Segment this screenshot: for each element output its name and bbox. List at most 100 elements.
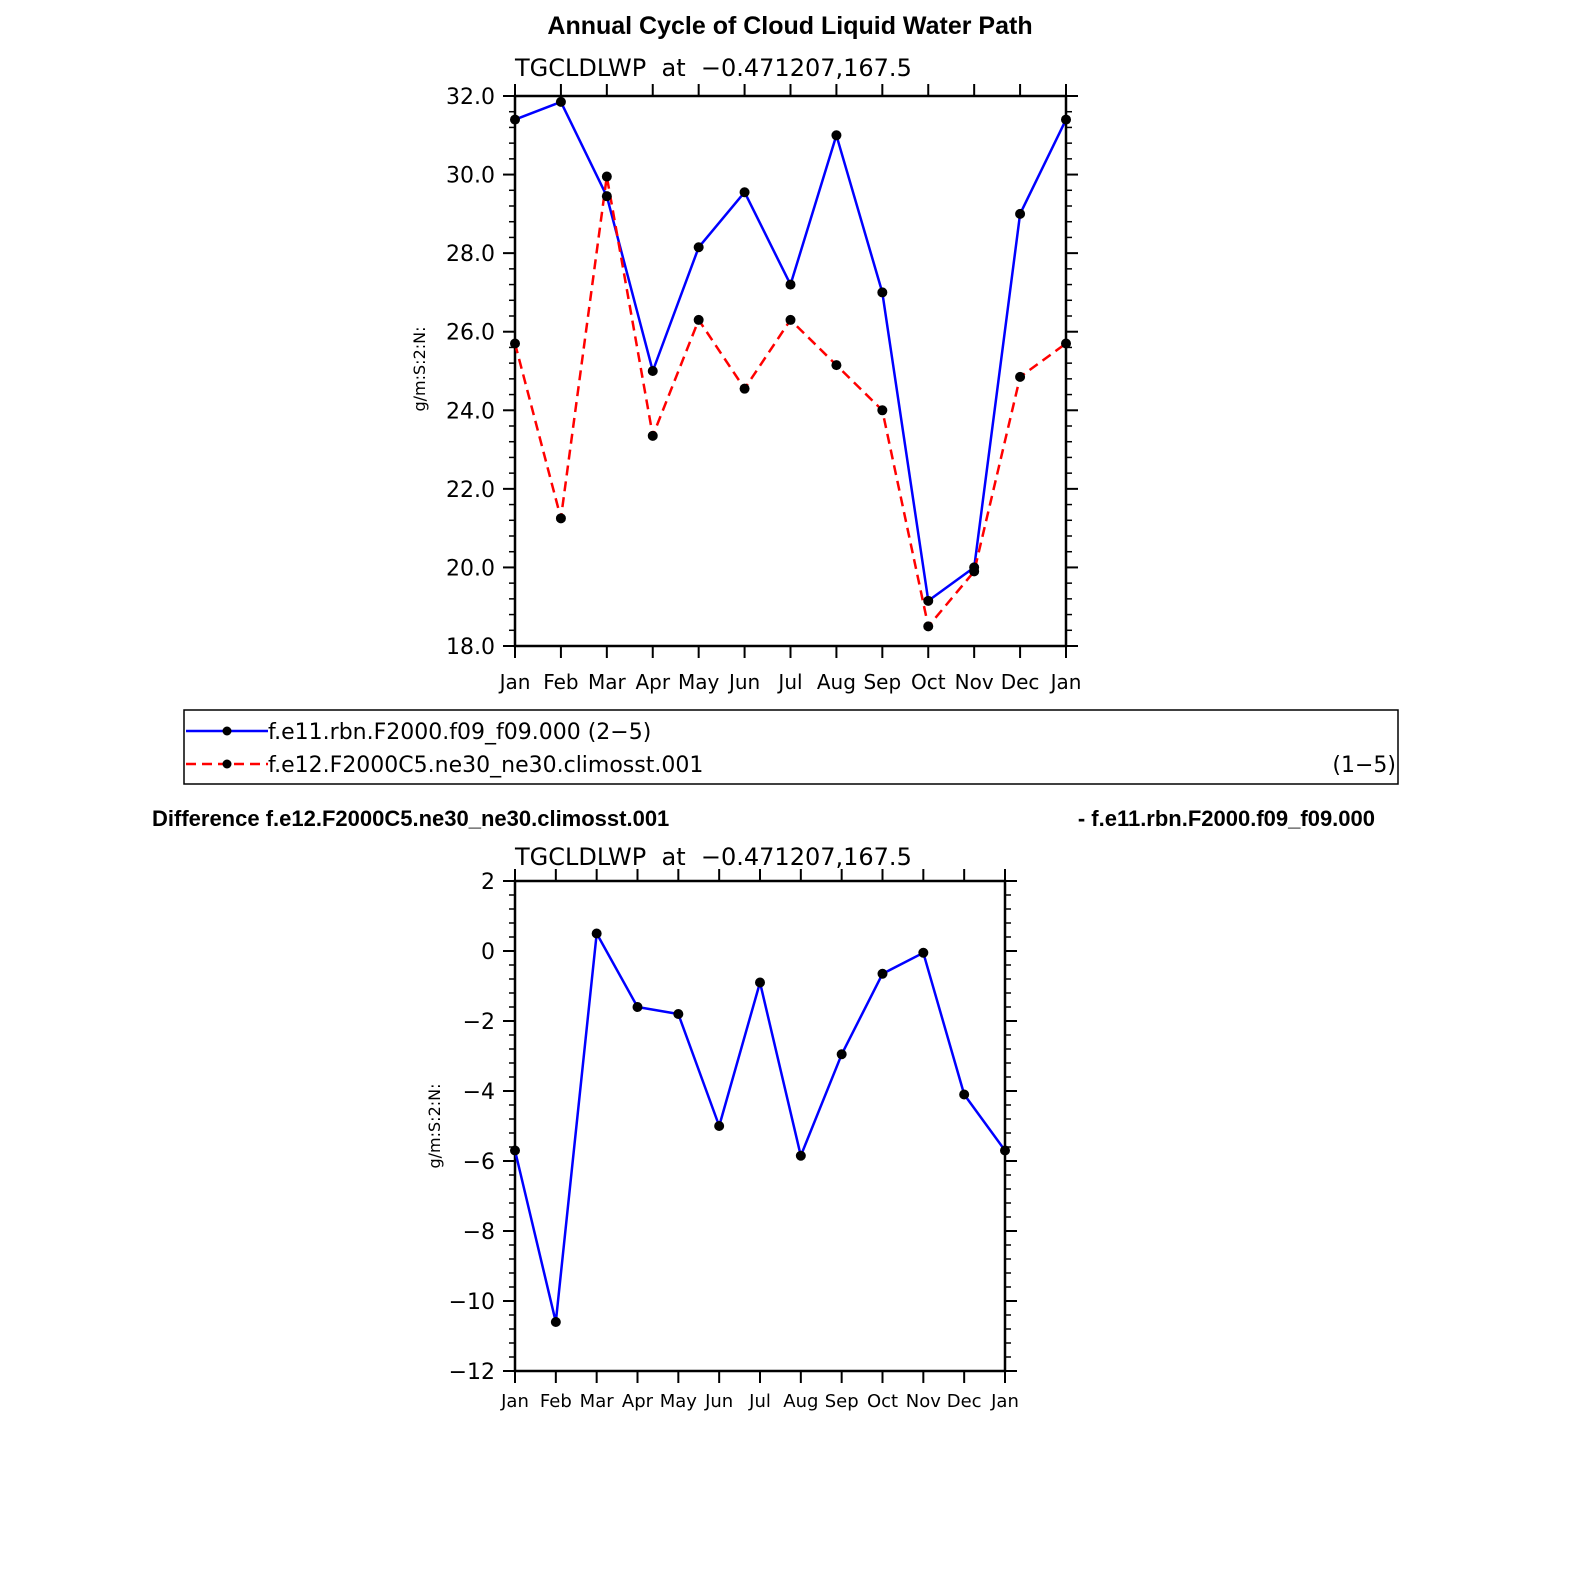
x-tick-label: Jan (1049, 670, 1082, 694)
data-point (877, 287, 888, 298)
legend-box (183, 709, 1399, 785)
data-point (877, 405, 888, 416)
data-point (739, 383, 750, 394)
data-point (647, 430, 658, 441)
data-point (1015, 208, 1026, 219)
data-point (923, 621, 934, 632)
y-tick-label: 22.0 (446, 478, 495, 503)
x-tick-label: Oct (867, 1391, 898, 1412)
data-point (959, 1089, 970, 1100)
data-point (510, 338, 520, 349)
x-tick-label: Feb (543, 670, 578, 694)
data-point (755, 977, 765, 988)
y-tick-label: −2 (463, 1010, 495, 1035)
x-tick-label: Jun (704, 1391, 733, 1412)
data-point (550, 1317, 561, 1327)
data-point (877, 968, 888, 979)
data-point (739, 187, 750, 198)
x-tick-label: Dec (1001, 670, 1040, 694)
legend-entry-1: f.e11.rbn.F2000.f09_f09.000 (2−5) (186, 720, 651, 745)
x-tick-label: Apr (635, 670, 670, 694)
data-point (555, 96, 566, 107)
top-chart-title: Annual Cycle of Cloud Liquid Water Path (547, 12, 1032, 40)
data-point (1015, 371, 1026, 382)
series-line (513, 175, 1067, 628)
x-tick-label: May (678, 670, 720, 694)
data-point (836, 1049, 847, 1060)
legend-marker (222, 759, 232, 769)
x-tick-label: Nov (906, 1391, 941, 1412)
data-point (795, 1150, 806, 1161)
series-line (513, 932, 1007, 1324)
y-tick-label: −6 (463, 1150, 495, 1175)
x-tick-label: Aug (817, 670, 856, 694)
data-point (673, 1009, 684, 1019)
bottom-chart-plot: −12 −10 −8 −6 −4 −2 0 2 Jan Feb Mar Apr May Jun Jul Aug… (449, 869, 1019, 1412)
legend-label: f.e12.F2000C5.ne30_ne30.climosst.001 (268, 753, 703, 778)
top-chart-plot: 18.0 20.0 22.0 24.0 26.0 28.0 30.0 32.0 Jan Feb Ma… (446, 84, 1081, 694)
x-tick-label: Jul (748, 1391, 771, 1412)
data-point (693, 314, 704, 325)
y-tick-label: −12 (449, 1360, 495, 1385)
x-tick-label: Nov (955, 670, 994, 694)
x-tick-label: Feb (540, 1391, 572, 1412)
series-line (514, 100, 1068, 603)
top-chart-ylabel: g/m:S:2:N: (410, 327, 429, 412)
data-point (601, 191, 612, 202)
data-point (831, 360, 842, 371)
x-tick-label: Sep (825, 1391, 859, 1412)
data-point (1061, 114, 1071, 125)
data-point (785, 314, 796, 325)
data-point (969, 566, 980, 577)
x-tick-label: May (660, 1391, 698, 1412)
bottom-chart-title-right: - f.e11.rbn.F2000.f09_f09.000 (1078, 806, 1375, 831)
data-point (510, 114, 520, 125)
data-point (1000, 1145, 1010, 1156)
data-point (923, 595, 934, 606)
y-tick-label: −8 (463, 1220, 495, 1245)
data-point (918, 947, 929, 958)
x-tick-label: Dec (947, 1391, 982, 1412)
x-tick-label: Apr (622, 1391, 654, 1412)
data-point (1061, 338, 1071, 349)
y-tick-label: 0 (481, 940, 495, 965)
top-chart-subtitle: TGCLDLWP at −0.471207,167.5 (514, 54, 912, 82)
data-point (647, 366, 658, 376)
data-point (693, 242, 704, 253)
legend: f.e11.rbn.F2000.f09_f09.000 (2−5) f.e12.… (183, 709, 1399, 785)
data-point (831, 130, 842, 141)
x-tick-label: Mar (588, 670, 627, 694)
y-tick-label: −4 (463, 1080, 495, 1105)
bottom-chart-subtitle: TGCLDLWP at −0.471207,167.5 (514, 843, 912, 871)
data-point (632, 1002, 643, 1012)
x-tick-label: Sep (863, 670, 901, 694)
x-tick-label: Jul (776, 670, 802, 694)
x-tick-label: Jun (727, 670, 760, 694)
x-tick-label: Jan (990, 1391, 1019, 1412)
legend-suffix: (1−5) (1332, 753, 1396, 778)
legend-entry-2: f.e12.F2000C5.ne30_ne30.climosst.001 (1−… (186, 753, 1396, 778)
bottom-chart-title-left: Difference f.e12.F2000C5.ne30_ne30.climo… (152, 806, 669, 831)
x-tick-label: Mar (580, 1391, 615, 1412)
data-point (714, 1121, 725, 1131)
plot-frame (513, 879, 1007, 1373)
y-tick-label: 30.0 (446, 164, 495, 189)
legend-marker (222, 726, 232, 736)
y-tick-label: 24.0 (446, 399, 495, 424)
data-point (591, 928, 602, 939)
bottom-chart-ylabel: g/m:S:2:N: (425, 1084, 444, 1169)
x-tick-label: Jan (498, 670, 531, 694)
x-tick-label: Jan (500, 1391, 529, 1412)
data-point (785, 279, 796, 290)
y-tick-label: 18.0 (446, 635, 495, 660)
y-tick-label: 32.0 (446, 85, 495, 110)
data-point (510, 1145, 520, 1156)
y-tick-label: 20.0 (446, 556, 495, 581)
data-point (601, 171, 612, 182)
legend-label: f.e11.rbn.F2000.f09_f09.000 (2−5) (268, 720, 651, 745)
y-tick-label: 26.0 (446, 321, 495, 346)
y-tick-label: −10 (449, 1290, 495, 1315)
y-tick-label: 2 (481, 870, 495, 895)
data-point (555, 513, 566, 524)
